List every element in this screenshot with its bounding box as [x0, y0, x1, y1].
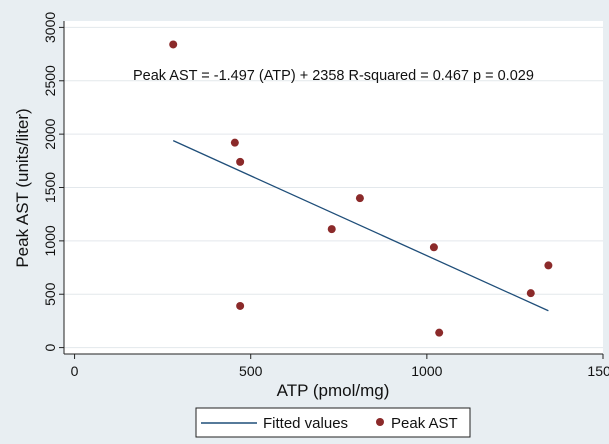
- x-tick-label-1: 500: [239, 363, 263, 379]
- data-point: [355, 194, 364, 203]
- legend-label-fitted: Fitted values: [263, 415, 348, 432]
- regression-annotation: Peak AST = -1.497 (ATP) + 2358 R-squared…: [133, 68, 534, 84]
- y-tick-label-6: 3000: [42, 12, 58, 43]
- legend: Fitted values Peak AST: [195, 407, 471, 438]
- x-tick-label-0: 0: [71, 363, 79, 379]
- fitted-line-layer: [172, 140, 549, 312]
- data-point: [169, 40, 178, 49]
- data-point: [526, 289, 535, 298]
- x-tick-label-3: 1500: [587, 363, 609, 379]
- data-point: [236, 301, 245, 310]
- fitted-line: [172, 140, 549, 312]
- y-ticks: 0 500 1000 1500 2000 2500 3000: [42, 12, 64, 351]
- data-point: [429, 243, 438, 252]
- data-point: [327, 225, 336, 234]
- y-tick-label-5: 2500: [42, 65, 58, 96]
- y-tick-label-0: 0: [42, 343, 58, 351]
- x-ticks: 0 500 1000 1500: [71, 354, 609, 379]
- data-point: [544, 261, 553, 270]
- legend-point-swatch: [376, 418, 384, 426]
- y-tick-label-4: 2000: [42, 118, 58, 149]
- legend-label-peak-ast: Peak AST: [391, 415, 458, 432]
- data-point: [435, 328, 444, 337]
- data-point: [236, 157, 245, 166]
- gridlines: [64, 26, 603, 349]
- y-tick-label-2: 1000: [42, 225, 58, 256]
- y-tick-label-3: 1500: [42, 172, 58, 203]
- y-tick-label-1: 500: [42, 282, 58, 306]
- y-axis-title: Peak AST (units/liter): [13, 108, 32, 267]
- data-point: [230, 138, 239, 147]
- x-axis-title: ATP (pmol/mg): [277, 381, 390, 400]
- scatter-points: [169, 40, 553, 337]
- x-tick-label-2: 1000: [411, 363, 442, 379]
